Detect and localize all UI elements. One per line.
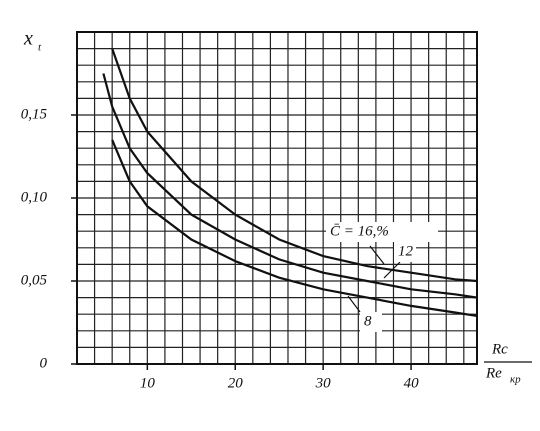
x-tick-label: 30 <box>315 375 332 391</box>
x-tick-label: 40 <box>404 375 420 391</box>
curve-label: C̄ = 16,% <box>330 223 389 239</box>
curve-label: 12 <box>398 243 414 259</box>
y-tick-label: 0,10 <box>21 189 48 205</box>
x-label-denominator: Re <box>485 365 502 381</box>
curve-label: 8 <box>364 313 372 329</box>
label-bg <box>326 222 438 242</box>
label-leader <box>369 245 385 265</box>
label-bg <box>394 242 416 262</box>
x-tick-label: 20 <box>228 375 244 391</box>
label-leader <box>347 295 361 313</box>
curve <box>102 73 478 299</box>
label-leader <box>383 261 401 279</box>
y-tick-label: 0 <box>40 355 48 371</box>
curve <box>111 139 478 317</box>
y-label: x <box>23 28 33 50</box>
label-bg <box>360 312 382 332</box>
y-tick-label: 0,15 <box>21 106 48 122</box>
x-tick-label: 10 <box>140 375 156 391</box>
x-label-numerator: Rc <box>491 341 508 357</box>
y-label-sub: t <box>38 42 42 54</box>
x-label-denominator-sub: кр <box>510 374 521 386</box>
y-tick-label: 0,05 <box>21 272 48 288</box>
curve <box>111 48 478 283</box>
